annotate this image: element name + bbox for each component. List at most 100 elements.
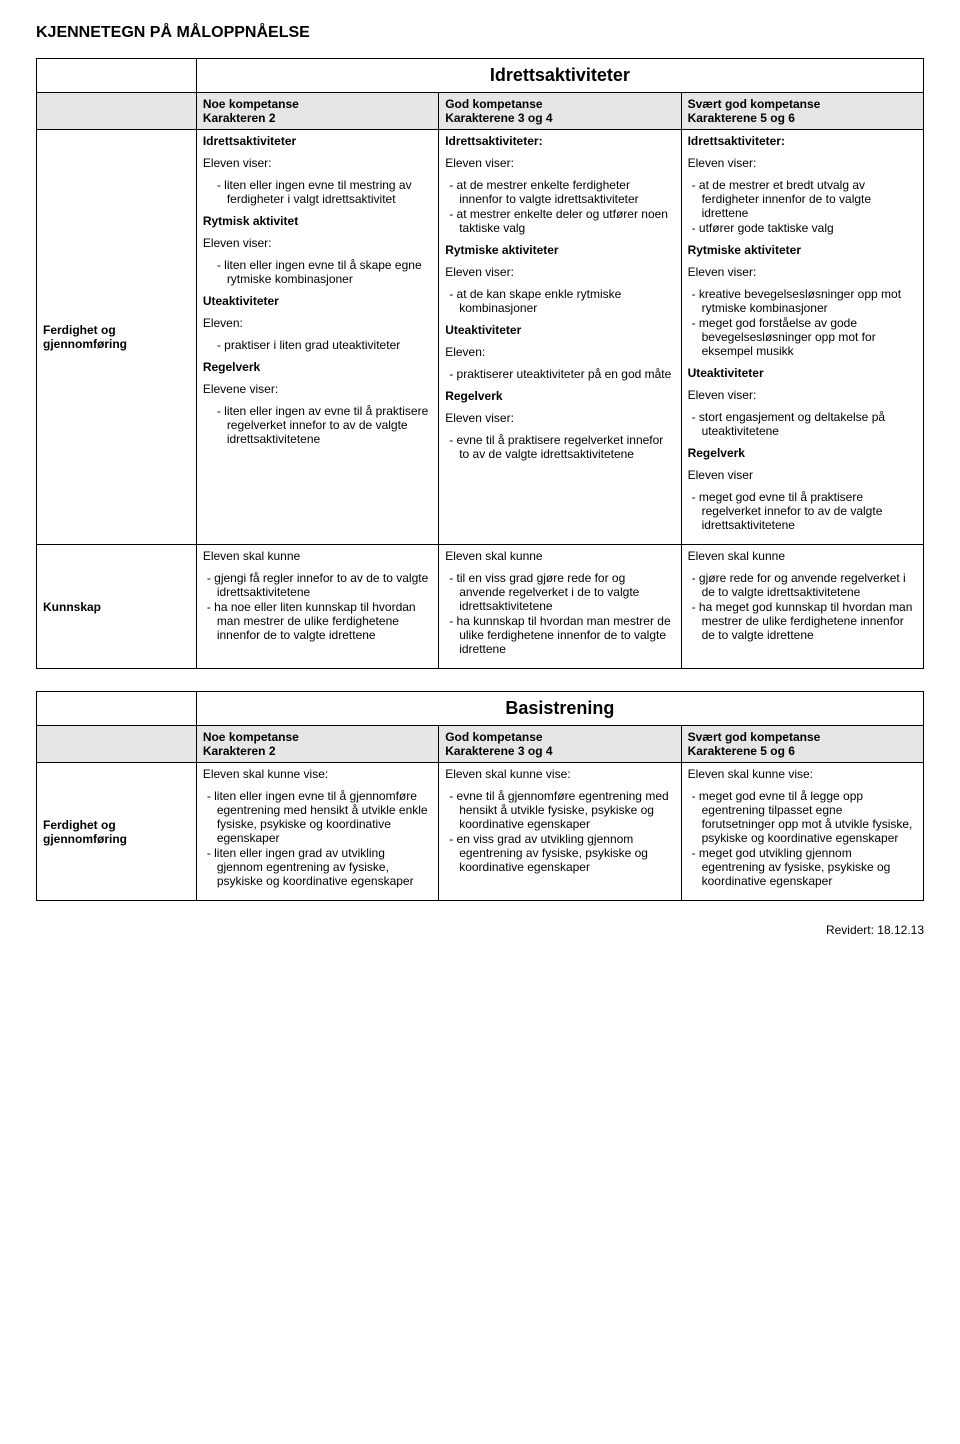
- lead: Eleven viser:: [445, 265, 674, 279]
- list-item: praktiser i liten grad uteaktiviteter: [217, 338, 432, 352]
- subhead: Rytmiske aktiviteter: [688, 243, 917, 257]
- cell-noe-ferdighet: Idrettsaktiviteter Eleven viser: liten e…: [196, 130, 438, 545]
- table-row: Ferdighet og gjennomføring Idrettsaktivi…: [37, 130, 924, 545]
- list-item: - at mestrer enkelte deler og utfører no…: [449, 207, 674, 235]
- list-item: - meget god utvikling gjennom egentrenin…: [692, 846, 917, 888]
- lead: Eleven skal kunne vise:: [203, 767, 432, 781]
- table-row: Kunnskap Eleven skal kunne - gjengi få r…: [37, 545, 924, 669]
- col-header-svart: Svært god kompetanse Karakterene 5 og 6: [681, 93, 923, 130]
- list-item: - praktiserer uteaktiviteter på en god m…: [449, 367, 674, 381]
- list-item: - ha meget god kunnskap til hvordan man …: [692, 600, 917, 642]
- header-line: Noe kompetanse: [203, 730, 299, 744]
- list-item: liten eller ingen evne til mestring av f…: [217, 178, 432, 206]
- list-item: - en viss grad av utvikling gjennom egen…: [449, 832, 674, 874]
- empty-cell: [37, 692, 197, 726]
- lead: Eleven skal kunne: [688, 549, 917, 563]
- empty-cell: [37, 93, 197, 130]
- section-title: Basistrening: [196, 692, 923, 726]
- empty-cell: [37, 726, 197, 763]
- subhead: Regelverk: [688, 446, 917, 460]
- header-line: God kompetanse: [445, 730, 542, 744]
- list-item: - ha noe eller liten kunnskap til hvorda…: [207, 600, 432, 642]
- list-item: - gjengi få regler innefor to av de to v…: [207, 571, 432, 599]
- footer-revised: Revidert: 18.12.13: [36, 923, 924, 937]
- header-line: Karakteren 2: [203, 744, 276, 758]
- cell-noe-kunnskap: Eleven skal kunne - gjengi få regler inn…: [196, 545, 438, 669]
- list-item: - ha kunnskap til hvordan man mestrer de…: [449, 614, 674, 656]
- cell-god-ferdighet: Eleven skal kunne vise: - evne til å gje…: [439, 763, 681, 901]
- header-line: Noe kompetanse: [203, 97, 299, 111]
- list-item: - kreative bevegelsesløsninger opp mot r…: [692, 287, 917, 315]
- cell-svart-ferdighet: Eleven skal kunne vise: - meget god evne…: [681, 763, 923, 901]
- header-line: Karakteren 2: [203, 111, 276, 125]
- header-line: Svært god kompetanse: [688, 730, 821, 744]
- lead: Eleven viser:: [203, 236, 432, 250]
- lead: Eleven:: [203, 316, 432, 330]
- table-basistrening: Basistrening Noe kompetanse Karakteren 2…: [36, 691, 924, 901]
- list-item: - liten eller ingen evne til å gjennomfø…: [207, 789, 432, 845]
- subhead: Rytmiske aktiviteter: [445, 243, 674, 257]
- lead: Elevene viser:: [203, 382, 432, 396]
- row-label: Ferdighet og gjennomføring: [37, 763, 197, 901]
- row-label: Kunnskap: [37, 545, 197, 669]
- lead: Eleven skal kunne: [445, 549, 674, 563]
- list-item: - gjøre rede for og anvende regelverket …: [692, 571, 917, 599]
- list-item: - liten eller ingen grad av utvikling gj…: [207, 846, 432, 888]
- subhead: Rytmisk aktivitet: [203, 214, 432, 228]
- lead: Eleven:: [445, 345, 674, 359]
- list-item: - evne til å praktisere regelverket inne…: [449, 433, 674, 461]
- row-label: Ferdighet og gjennomføring: [37, 130, 197, 545]
- header-line: Svært god kompetanse: [688, 97, 821, 111]
- list-item: - at de kan skape enkle rytmiske kombina…: [449, 287, 674, 315]
- lead: Eleven viser:: [445, 156, 674, 170]
- subhead: Uteaktiviteter: [445, 323, 674, 337]
- lead: Eleven skal kunne: [203, 549, 432, 563]
- cell-noe-ferdighet: Eleven skal kunne vise: - liten eller in…: [196, 763, 438, 901]
- header-line: Karakterene 3 og 4: [445, 744, 552, 758]
- subhead: Uteaktiviteter: [688, 366, 917, 380]
- col-header-svart: Svært god kompetanse Karakterene 5 og 6: [681, 726, 923, 763]
- cell-svart-ferdighet: Idrettsaktiviteter: Eleven viser: - at d…: [681, 130, 923, 545]
- subhead: Idrettsaktiviteter:: [688, 134, 917, 148]
- col-header-noe: Noe kompetanse Karakteren 2: [196, 726, 438, 763]
- page-title: KJENNETEGN PÅ MÅLOPPNÅELSE: [36, 24, 924, 42]
- list-item: - stort engasjement og deltakelse på ute…: [692, 410, 917, 438]
- cell-god-kunnskap: Eleven skal kunne - til en viss grad gjø…: [439, 545, 681, 669]
- section-title: Idrettsaktiviteter: [196, 59, 923, 93]
- header-line: God kompetanse: [445, 97, 542, 111]
- list-item: - meget god evne til å legge opp egentre…: [692, 789, 917, 845]
- lead: Eleven skal kunne vise:: [688, 767, 917, 781]
- cell-svart-kunnskap: Eleven skal kunne - gjøre rede for og an…: [681, 545, 923, 669]
- list-item: - evne til å gjennomføre egentrening med…: [449, 789, 674, 831]
- col-header-god: God kompetanse Karakterene 3 og 4: [439, 93, 681, 130]
- header-line: Karakterene 5 og 6: [688, 111, 795, 125]
- subhead: Uteaktiviteter: [203, 294, 432, 308]
- lead: Eleven viser:: [688, 388, 917, 402]
- list-item: - meget god forståelse av gode bevegelse…: [692, 316, 917, 358]
- col-header-noe: Noe kompetanse Karakteren 2: [196, 93, 438, 130]
- subhead: Regelverk: [203, 360, 432, 374]
- lead: Eleven viser:: [203, 156, 432, 170]
- header-line: Karakterene 3 og 4: [445, 111, 552, 125]
- list-item: liten eller ingen evne til å skape egne …: [217, 258, 432, 286]
- lead: Eleven skal kunne vise:: [445, 767, 674, 781]
- list-item: - utfører gode taktiske valg: [692, 221, 917, 235]
- list-item: - at de mestrer et bredt utvalg av ferdi…: [692, 178, 917, 220]
- subhead: Idrettsaktiviteter:: [445, 134, 674, 148]
- lead: Eleven viser:: [688, 156, 917, 170]
- table-idrettsaktiviteter: Idrettsaktiviteter Noe kompetanse Karakt…: [36, 58, 924, 669]
- cell-god-ferdighet: Idrettsaktiviteter: Eleven viser: - at d…: [439, 130, 681, 545]
- col-header-god: God kompetanse Karakterene 3 og 4: [439, 726, 681, 763]
- list-item: - til en viss grad gjøre rede for og anv…: [449, 571, 674, 613]
- list-item: - at de mestrer enkelte ferdigheter inne…: [449, 178, 674, 206]
- list-item: liten eller ingen av evne til å praktise…: [217, 404, 432, 446]
- subhead: Regelverk: [445, 389, 674, 403]
- lead: Eleven viser:: [688, 265, 917, 279]
- lead: Eleven viser: [688, 468, 917, 482]
- subhead: Idrettsaktiviteter: [203, 134, 432, 148]
- lead: Eleven viser:: [445, 411, 674, 425]
- empty-cell: [37, 59, 197, 93]
- header-line: Karakterene 5 og 6: [688, 744, 795, 758]
- list-item: - meget god evne til å praktisere regelv…: [692, 490, 917, 532]
- table-row: Ferdighet og gjennomføring Eleven skal k…: [37, 763, 924, 901]
